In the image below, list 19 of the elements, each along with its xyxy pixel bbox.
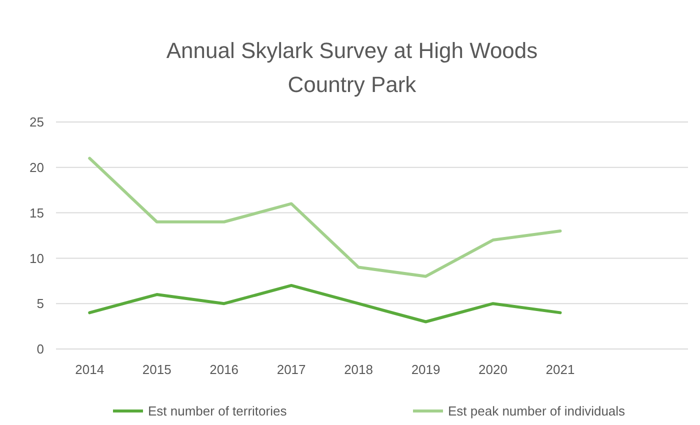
x-tick-label: 2017 <box>276 362 306 377</box>
x-tick-label: 2016 <box>210 362 239 377</box>
x-tick-label: 2020 <box>478 362 508 377</box>
x-tick-label: 2014 <box>75 362 104 377</box>
line-series <box>88 156 562 278</box>
y-tick-label: 0 <box>36 342 44 357</box>
y-tick-label: 10 <box>30 250 44 266</box>
y-tick-label: 25 <box>30 114 44 130</box>
x-tick-label: 2019 <box>411 362 440 377</box>
legend-label: Est peak number of individuals <box>448 404 626 419</box>
legend-label: Est number of territories <box>148 404 288 419</box>
y-tick-label: 20 <box>30 160 44 175</box>
x-tick-label: 2018 <box>344 362 374 377</box>
y-tick-label: 5 <box>36 296 44 312</box>
chart-title: Annual Skylark Survey at High Woods Country Park <box>166 38 538 97</box>
x-tick-label: 2015 <box>142 362 172 377</box>
line-series <box>88 284 562 324</box>
y-tick-label: 15 <box>30 205 44 220</box>
x-tick-label: 2021 <box>546 362 575 377</box>
